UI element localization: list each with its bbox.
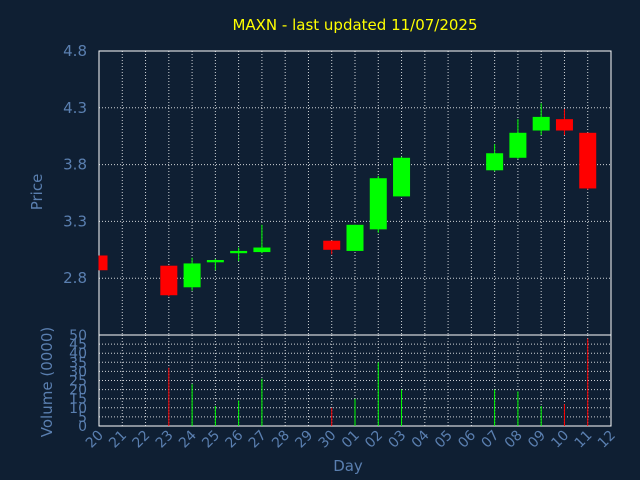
candle xyxy=(369,175,387,233)
x-tick-label: 05 xyxy=(432,428,456,452)
x-tick-label: 02 xyxy=(362,428,386,452)
x-tick-label: 21 xyxy=(106,428,130,452)
volume-tick-label: 50 xyxy=(69,328,87,344)
x-tick-label: 10 xyxy=(548,428,572,452)
candle-body xyxy=(253,247,271,253)
candle xyxy=(206,258,224,271)
volume-tick-label: 0 xyxy=(78,419,87,435)
price-tick-label: 3.3 xyxy=(63,212,87,230)
volume-tick-label: 40 xyxy=(69,346,87,362)
volume-tick-label: 20 xyxy=(69,383,87,399)
candle xyxy=(160,265,178,297)
x-tick-label: 26 xyxy=(223,427,247,451)
x-tick-label: 09 xyxy=(525,428,549,452)
candle xyxy=(509,119,527,159)
price-tick-label: 4.8 xyxy=(63,42,87,60)
volume-tick-label: 25 xyxy=(69,374,87,390)
candle-body xyxy=(555,119,573,131)
x-tick-label: 04 xyxy=(409,427,433,451)
price-tick-label: 2.8 xyxy=(63,269,87,287)
x-tick-label: 11 xyxy=(572,428,596,452)
volume-axis-label: Volume (0000) xyxy=(38,327,56,437)
candle xyxy=(323,240,341,255)
candle-body xyxy=(393,157,411,197)
x-tick-label: 01 xyxy=(339,428,363,452)
x-tick-label: 08 xyxy=(502,428,526,452)
x-axis: 20 21 22 23 24 25 26 27 28 29 30 01 02 03 04 05 06 07 08 09… xyxy=(83,427,619,451)
candle-body xyxy=(230,250,248,254)
candle-body xyxy=(323,240,341,250)
candle-body xyxy=(183,263,201,288)
candle-body xyxy=(369,178,387,230)
candle xyxy=(253,224,271,254)
x-tick-label: 27 xyxy=(246,428,270,452)
candle-body xyxy=(160,265,178,296)
candle xyxy=(486,144,504,172)
volume-tick-label: 30 xyxy=(69,364,87,380)
candle xyxy=(98,255,108,271)
candle xyxy=(230,247,248,262)
candle xyxy=(346,224,364,251)
x-tick-label: 29 xyxy=(292,428,316,452)
candle xyxy=(579,132,597,190)
volume-tick-label: 45 xyxy=(69,337,87,353)
x-tick-label: 23 xyxy=(153,428,177,452)
price-panel: 2.8 3.3 3.8 4.3 4.8 xyxy=(63,42,612,336)
candle xyxy=(183,257,201,291)
y-axis-label: Price xyxy=(28,174,46,211)
candle-body xyxy=(579,132,597,189)
volume-tick-label: 10 xyxy=(69,401,87,417)
x-tick-label: 07 xyxy=(479,428,503,452)
candle xyxy=(393,156,411,197)
candle-body xyxy=(99,255,108,271)
x-tick-label: 30 xyxy=(316,428,340,452)
candle xyxy=(532,103,550,136)
candle-body xyxy=(346,224,364,251)
x-tick-label: 25 xyxy=(199,428,223,452)
candle xyxy=(555,108,573,136)
volume-tick-label: 35 xyxy=(69,355,87,371)
x-tick-label: 22 xyxy=(129,428,153,452)
candle-body xyxy=(206,260,224,263)
x-tick-label: 12 xyxy=(595,428,619,452)
candle-body xyxy=(486,153,504,171)
price-tick-label: 4.3 xyxy=(63,99,87,117)
candle-body xyxy=(509,132,527,158)
x-tick-label: 03 xyxy=(385,428,409,452)
candle-body xyxy=(532,116,550,131)
chart-title: MAXN - last updated 11/07/2025 xyxy=(232,16,477,34)
volume-tick-label: 5 xyxy=(78,410,87,426)
x-tick-label: 24 xyxy=(176,427,200,451)
x-tick-label: 28 xyxy=(269,428,293,452)
price-tick-label: 3.8 xyxy=(63,156,87,174)
volume-tick-label: 15 xyxy=(69,392,87,408)
x-axis-label: Day xyxy=(333,457,363,475)
x-tick-label: 06 xyxy=(455,427,479,451)
